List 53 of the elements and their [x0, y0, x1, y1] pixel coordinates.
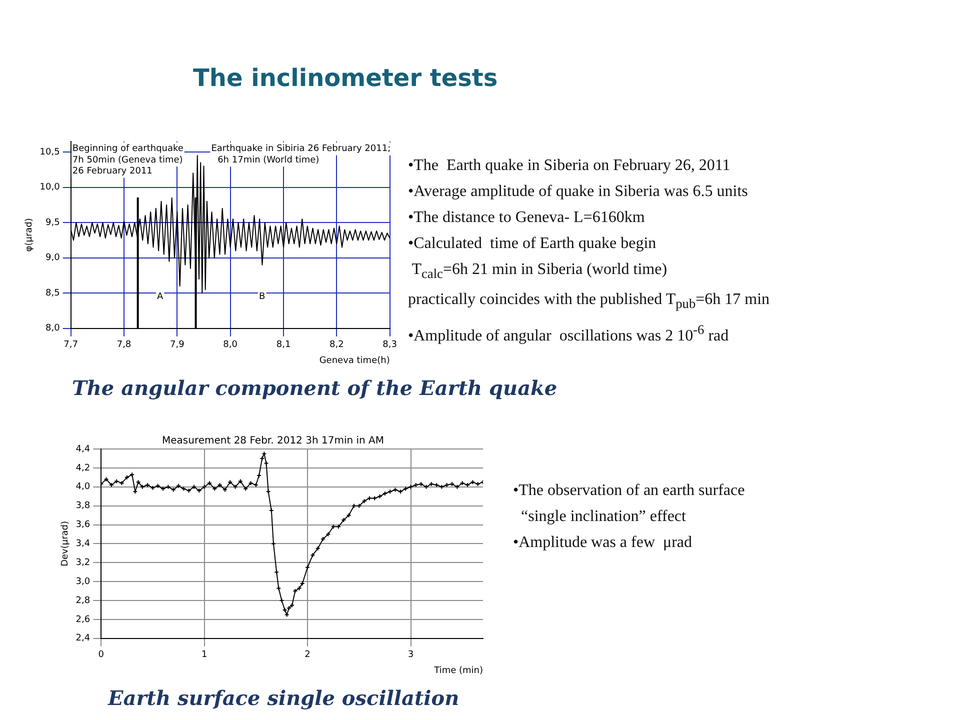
text: •The distance to Geneva- L=6160km [408, 208, 646, 228]
x-tick-label: 8,1 [276, 340, 291, 350]
y-tick-label: 3,0 [76, 576, 90, 587]
text: •Average amplitude of quake in Siberia was 6.5 units [408, 182, 749, 202]
text: •Amplitude was a few μrad [513, 533, 694, 553]
text: Earth surface single oscillation [106, 686, 460, 710]
y-tick-label: 3,8 [76, 501, 90, 512]
x-tick-label: 3 [408, 650, 414, 660]
y-axis-title: φ(μrad) [24, 218, 35, 252]
y-tick-label: 4,2 [76, 463, 90, 474]
x-tick-label: 8,3 [382, 340, 398, 350]
y-tick-label: 9,0 [46, 253, 60, 264]
x-axis-title: Geneva time(h) [319, 356, 390, 366]
text: The angular component of the Earth quake [71, 376, 558, 400]
y-tick-label: 8,5 [46, 288, 60, 298]
annotation: 26 February 2011 [72, 166, 152, 177]
y-tick-label: 2,6 [76, 614, 90, 625]
x-tick-label: 2 [304, 650, 310, 660]
annotation: A [156, 292, 164, 302]
text: “single inclination” effect [520, 507, 687, 527]
y-tick-label: 2,4 [76, 634, 90, 644]
y-tick-label: 10,5 [40, 147, 60, 158]
x-tick-label: 0 [98, 650, 104, 660]
text: •The observation of an earth surface [513, 481, 746, 501]
y-tick-label: 4,0 [76, 482, 90, 492]
y-tick-label: 9,5 [46, 218, 60, 228]
text: •Calculated time of Earth quake begin [408, 234, 658, 254]
y-tick-label: 10,0 [40, 182, 60, 193]
x-axis-title: Time (min) [433, 666, 483, 676]
text: T$_{calc}$=6h 21 min in Siberia (world time) [410, 260, 668, 284]
text: The inclinometer tests [193, 64, 499, 92]
annotation: 7h 50min (Geneva time) [72, 155, 183, 166]
annotation: 6h 17min (World time) [218, 155, 320, 166]
text: •The Earth quake in Siberia on February 26, 2011 [408, 156, 732, 176]
chart-title: Measurement 28 Febr. 2012 3h 17min in AM [162, 436, 384, 447]
x-tick-label: 8,2 [330, 340, 344, 350]
y-tick-label: 2,8 [76, 596, 90, 606]
text: practically coincides with the published T$_{pub}$=6h 17 min [408, 290, 771, 314]
y-tick-label: 3,2 [76, 558, 90, 568]
x-tick-label: 7,9 [170, 340, 185, 350]
text: •Amplitude of angular oscillations was 2 10$^{-6}$ rad [408, 321, 730, 347]
x-tick-label: 7,7 [64, 340, 78, 350]
y-tick-label: 8,0 [46, 324, 60, 334]
y-tick-label: 3,4 [76, 539, 90, 550]
x-tick-label: 7,8 [116, 340, 132, 350]
annotation: B [259, 292, 266, 302]
x-tick-label: 8,0 [223, 340, 238, 350]
y-tick-label: 4,4 [76, 444, 90, 454]
annotation: Beginning of earthquake [72, 144, 184, 154]
y-tick-label: 3,6 [76, 520, 90, 530]
annotation: Earthquake in Sibiria 26 February 2011; [211, 144, 391, 154]
y-axis-title: Dev(μrad) [60, 520, 71, 566]
x-tick-label: 1 [201, 650, 208, 660]
